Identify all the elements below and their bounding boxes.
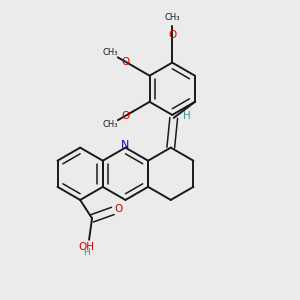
Text: O: O — [168, 30, 176, 40]
Text: CH₃: CH₃ — [103, 49, 118, 58]
Text: CH₃: CH₃ — [103, 120, 118, 129]
Text: OH: OH — [79, 242, 95, 252]
Text: N: N — [121, 140, 130, 150]
Text: O: O — [121, 111, 130, 121]
Text: H: H — [183, 110, 191, 121]
Text: CH₃: CH₃ — [164, 13, 180, 22]
Text: O: O — [114, 204, 122, 214]
Text: H: H — [83, 248, 90, 257]
Text: O: O — [121, 57, 130, 67]
